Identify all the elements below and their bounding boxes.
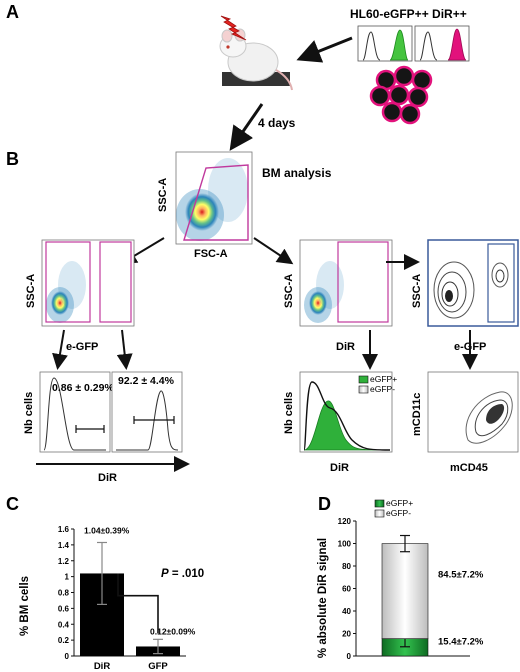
- d-y-tick-label: 80: [342, 562, 351, 571]
- mid-hist-ylabel: Nb cells: [283, 392, 295, 434]
- irradiation-bolt-icon: [220, 15, 247, 41]
- days-label: 4 days: [258, 116, 296, 130]
- c-significance-bracket: [117, 573, 159, 634]
- dir-scatter-plot: [299, 239, 393, 327]
- top-plot-ylabel: SSC-A: [157, 178, 169, 212]
- d-y-tick-label: 0: [347, 652, 352, 661]
- bm-density-plot: [175, 151, 253, 245]
- gfp-neg-value: 0.86 ± 0.29%: [52, 382, 114, 394]
- legend-gfp-pos-swatch: [358, 375, 369, 384]
- panel-d-chart: 0 20 40 60 80 100 120 15.4±7.2% 84.5±7.2%: [338, 517, 484, 661]
- time-arrow: [229, 103, 264, 151]
- panel-a-label: A: [6, 2, 19, 22]
- d-y-tick-label: 120: [338, 517, 352, 526]
- d-segment-label: 84.5±7.2%: [438, 570, 484, 581]
- c-y-tick-label: 0.2: [58, 636, 70, 645]
- c-y-tick-label: 0.4: [58, 620, 70, 629]
- c-y-tick-label: 1.2: [58, 557, 70, 566]
- c-value-label: 1.04±0.39%: [84, 525, 130, 535]
- arrow-gfp-pos: [116, 329, 133, 370]
- contour-ylabel: SSC-A: [411, 274, 423, 308]
- panel-d-label: D: [318, 494, 331, 514]
- dir-histogram-thumb: [414, 25, 470, 62]
- d-bar-segment-gfp-neg: [381, 543, 429, 639]
- gfp-scatter-xlabel: e-GFP: [66, 341, 98, 353]
- dir-histogram-gfp-neg: [39, 371, 111, 453]
- legend-gfp-neg-swatch: [358, 385, 369, 394]
- pvalue-prefix: P: [161, 568, 169, 580]
- mid-hist-legend-gfp-neg: eGFP-: [370, 384, 395, 394]
- d-y-tick-label: 40: [342, 607, 351, 616]
- c-y-tick-label: 0: [65, 652, 70, 661]
- panel-c-chart: 0 0.2 0.4 0.6 0.8 1 1.2 1.4 1.6 DiR 1.04±0.39% GFP 0…: [58, 525, 196, 672]
- cell-title: HL60-eGFP++ DiR++: [350, 7, 467, 21]
- bm-analysis-label: BM analysis: [262, 166, 332, 180]
- panel-c-label: C: [6, 494, 19, 514]
- c-y-tick-label: 1.6: [58, 525, 70, 534]
- c-y-tick-label: 0.8: [58, 589, 70, 598]
- c-y-tick-label: 1: [65, 573, 70, 582]
- mid-hist-legend-gfp-pos: eGFP+: [370, 374, 397, 384]
- d-legend-gfp-pos: eGFP+: [386, 498, 413, 508]
- gfp-pos-value: 92.2 ± 4.4%: [118, 375, 175, 387]
- dir-histogram-overlay: [299, 371, 393, 453]
- pvalue-suffix: = .010: [169, 568, 205, 580]
- injection-arrow: [296, 36, 353, 63]
- d-legend-gfp-neg-swatch: [374, 509, 385, 518]
- arrow-gfp-neg: [52, 329, 68, 370]
- hl60-cells-illustration: [369, 65, 433, 125]
- d-y-tick-label: 60: [342, 585, 351, 594]
- c-y-tick-label: 1.4: [58, 541, 70, 550]
- c-category-label: DiR: [94, 661, 111, 672]
- d-y-tick-label: 100: [338, 540, 352, 549]
- panel-c-ylabel: % BM cells: [19, 576, 31, 636]
- c-value-label: 0.12±0.09%: [150, 626, 196, 636]
- d-segment-label: 15.4±7.2%: [438, 637, 484, 648]
- dir-histogram-gfp-pos: [111, 371, 183, 453]
- gfp-scatter-ylabel: SSC-A: [25, 274, 37, 308]
- panel-b-label: B: [6, 149, 19, 169]
- hist-ylabel: Nb cells: [23, 392, 35, 434]
- arrow-to-dir-gate: [253, 237, 294, 265]
- contour-plot-gfp: [427, 239, 519, 327]
- d-legend-gfp-neg: eGFP-: [386, 508, 411, 518]
- top-plot-xlabel: FSC-A: [194, 248, 228, 260]
- c-category-label: GFP: [148, 661, 168, 672]
- gfp-histogram-thumb: [357, 25, 413, 62]
- mouse-illustration: [219, 28, 293, 91]
- panel-c-pvalue: P = .010: [161, 568, 204, 580]
- mid-hist-xlabel: DiR: [330, 462, 349, 474]
- gfp-scatter-plot: [41, 239, 135, 327]
- c-y-tick-label: 0.6: [58, 604, 70, 613]
- contour-plot-cd45: [427, 371, 519, 453]
- d-legend-gfp-pos-swatch: [374, 499, 385, 508]
- cd45-xlabel: mCD45: [450, 462, 488, 474]
- cd45-ylabel: mCD11c: [411, 393, 423, 436]
- d-y-tick-label: 20: [342, 630, 351, 639]
- dir-scatter-ylabel: SSC-A: [283, 274, 295, 308]
- hist-axis-label: DiR: [98, 472, 117, 484]
- panel-d-ylabel: % absolute DiR signal: [317, 538, 329, 658]
- dir-scatter-xlabel: DiR: [336, 341, 355, 353]
